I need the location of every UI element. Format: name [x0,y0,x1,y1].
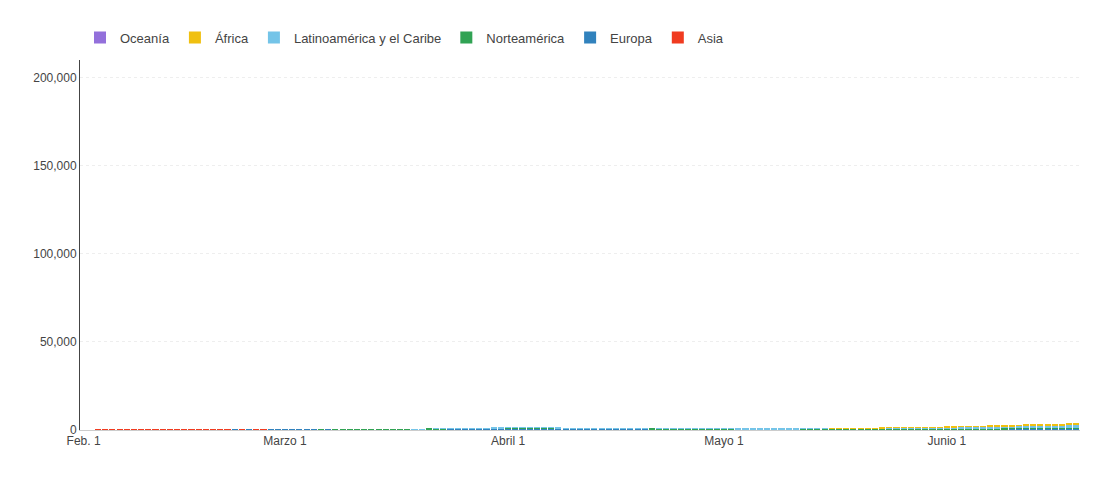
svg-text:50,000: 50,000 [40,335,77,349]
svg-text:100,000: 100,000 [33,247,77,261]
svg-text:Oceanía: Oceanía [120,31,170,46]
svg-text:200,000: 200,000 [33,71,77,85]
svg-text:0: 0 [70,423,77,437]
svg-text:Feb. 1: Feb. 1 [67,434,101,448]
svg-text:Mayo 1: Mayo 1 [704,434,744,448]
svg-text:Abril 1: Abril 1 [491,434,525,448]
svg-text:Marzo 1: Marzo 1 [263,434,307,448]
svg-text:África: África [215,31,249,46]
svg-text:Junio 1: Junio 1 [928,434,967,448]
svg-text:150,000: 150,000 [33,159,77,173]
svg-text:Latinoamérica y el Caribe: Latinoamérica y el Caribe [294,31,441,46]
svg-text:Norteamérica: Norteamérica [486,31,565,46]
svg-text:Asia: Asia [698,31,724,46]
svg-text:Europa: Europa [610,31,653,46]
